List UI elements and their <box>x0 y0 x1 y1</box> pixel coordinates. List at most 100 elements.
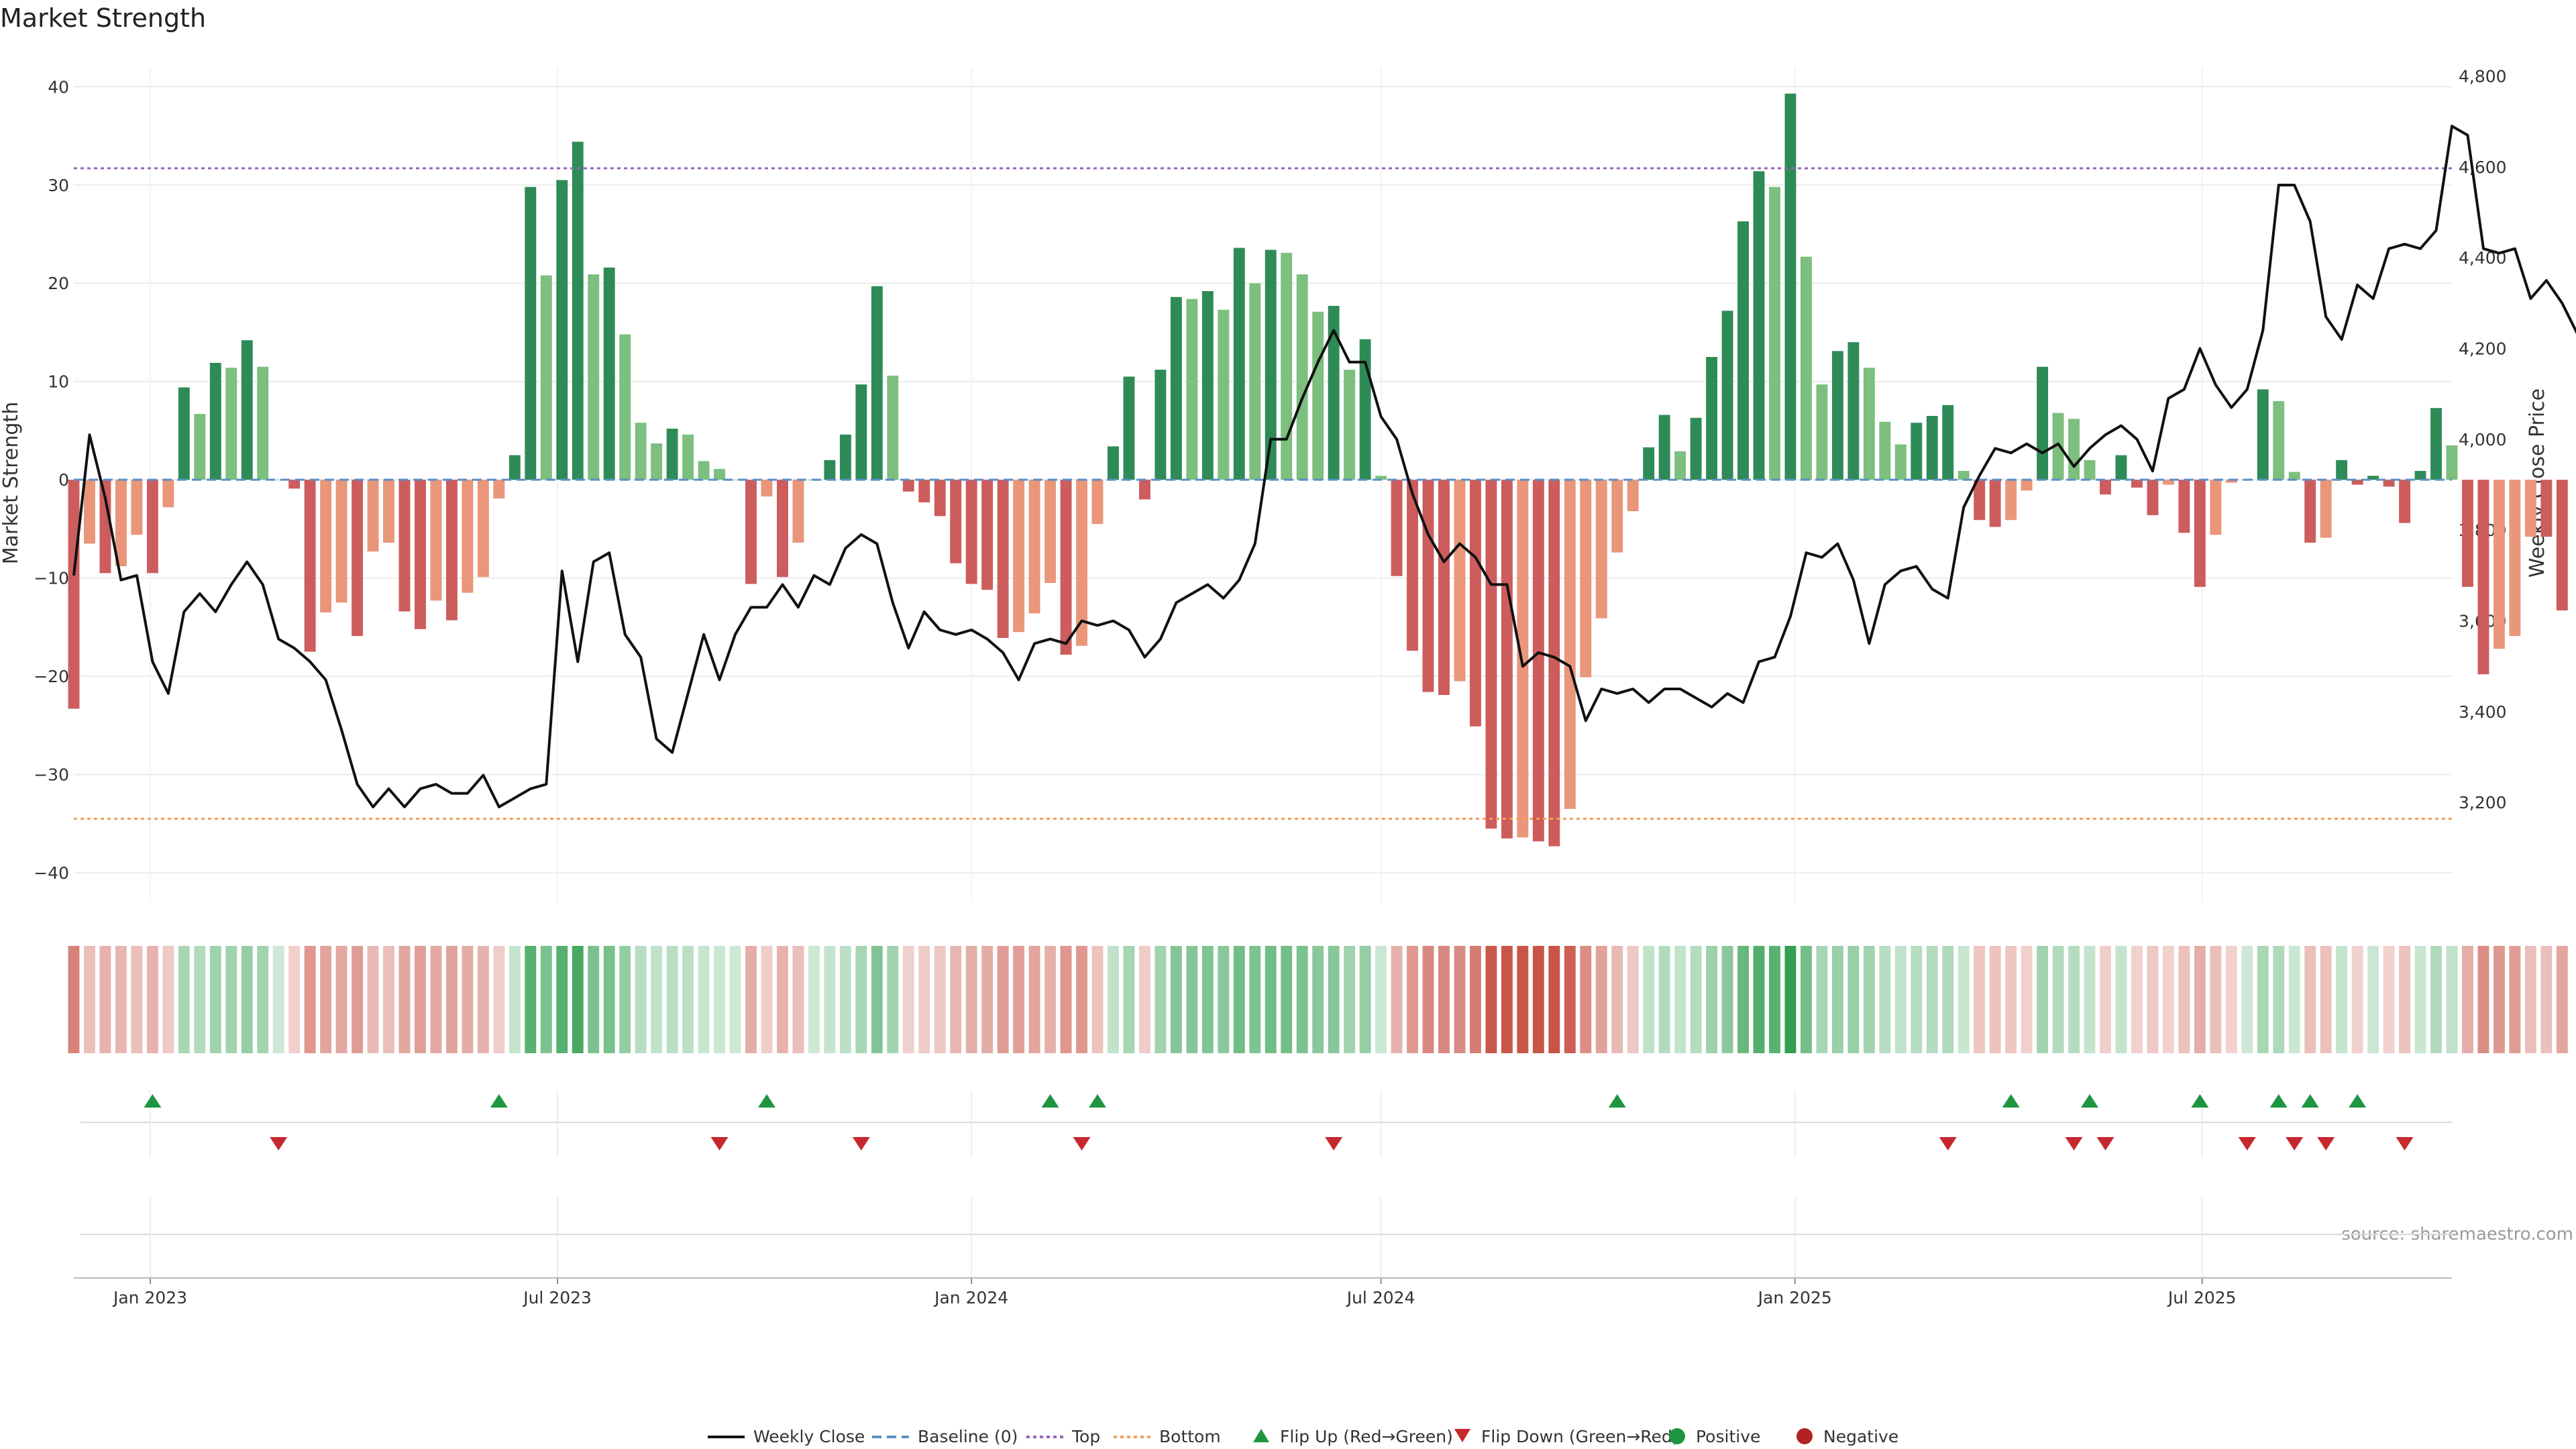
strength-bar <box>1721 311 1733 480</box>
strength-bar <box>2052 413 2064 480</box>
strength-bar <box>367 480 379 552</box>
legend-swatch-flip-down <box>1454 1429 1470 1442</box>
heat-cell <box>887 946 899 1053</box>
strength-bar <box>398 480 411 612</box>
heat-cell <box>698 946 710 1053</box>
heat-cell <box>146 946 158 1053</box>
heat-strip <box>68 946 2568 1053</box>
heat-cell <box>2540 946 2553 1053</box>
heat-cell <box>729 946 741 1053</box>
strength-bar <box>2351 480 2363 485</box>
heat-cell <box>2115 946 2127 1053</box>
strength-bar <box>1658 415 1670 480</box>
heat-cell <box>965 946 977 1053</box>
strength-bar <box>352 480 364 637</box>
strength-bar <box>1359 339 1371 480</box>
heat-cell <box>84 946 95 1053</box>
heat-cell <box>415 946 426 1053</box>
strength-bar <box>1407 480 1418 651</box>
flip-up-marker <box>2191 1094 2209 1108</box>
heat-cell <box>1643 946 1655 1053</box>
heat-cell <box>2194 946 2206 1053</box>
strength-bar <box>2336 460 2348 480</box>
heat-cell <box>556 946 568 1053</box>
strength-bar <box>997 480 1009 638</box>
heat-cell <box>1359 946 1371 1053</box>
heat-cell <box>477 946 489 1053</box>
heat-cell <box>367 946 379 1053</box>
heat-cell <box>1328 946 1340 1053</box>
strength-bar <box>1170 297 1182 480</box>
strength-bar <box>1091 480 1104 525</box>
heat-cell <box>1344 946 1356 1053</box>
strength-bar <box>2178 480 2190 533</box>
heat-cell <box>1170 946 1182 1053</box>
heat-cell <box>2320 946 2332 1053</box>
strength-bar <box>1123 376 1135 480</box>
strength-bar <box>1296 274 1308 480</box>
flip-down-marker <box>270 1137 288 1150</box>
strength-bar <box>162 480 174 508</box>
heat-cell <box>1296 946 1308 1053</box>
heat-cell <box>2509 946 2521 1053</box>
heat-cell <box>902 946 914 1053</box>
y-tick-label-left: −20 <box>34 667 69 686</box>
strength-bar <box>462 480 474 593</box>
flip-down-marker <box>2238 1137 2256 1150</box>
heat-cell <box>572 946 584 1053</box>
strength-bar <box>777 480 788 578</box>
heat-cell <box>1706 946 1718 1053</box>
y-tick-label-right: 4,400 <box>2459 248 2507 268</box>
heat-cell <box>1391 946 1403 1053</box>
strength-bar <box>887 375 899 480</box>
strength-bar <box>1863 368 1875 480</box>
heat-cell <box>1060 946 1072 1053</box>
strength-bar <box>839 434 851 480</box>
heat-cell <box>1123 946 1135 1053</box>
strength-bar <box>1013 480 1025 633</box>
strength-bar <box>2037 366 2049 480</box>
heat-cell <box>320 946 332 1053</box>
heat-cell <box>2336 946 2348 1053</box>
strength-bar <box>1879 421 1891 480</box>
strength-bar <box>1281 252 1293 480</box>
strength-bar <box>2446 445 2458 480</box>
y-tick-label-left: 0 <box>58 470 69 490</box>
y-tick-label-right: 4,000 <box>2459 430 2507 449</box>
flip-up-marker <box>2002 1094 2020 1108</box>
x-tick-label: Jan 2024 <box>933 1288 1008 1307</box>
heat-cell <box>304 946 316 1053</box>
heat-cell <box>2273 946 2285 1053</box>
heat-cell <box>2037 946 2049 1053</box>
strength-bar <box>2430 408 2442 480</box>
flip-up-marker <box>2301 1094 2319 1108</box>
strength-bar <box>194 414 206 480</box>
strength-bar <box>981 480 994 590</box>
heat-cell <box>257 946 269 1053</box>
y-tick-label-right: 4,200 <box>2459 339 2507 359</box>
heat-cell <box>588 946 600 1053</box>
heat-cell <box>777 946 788 1053</box>
strength-bar <box>651 443 663 480</box>
heat-cell <box>997 946 1009 1053</box>
flip-markers-panel <box>80 1090 2452 1157</box>
heat-cell <box>1218 946 1230 1053</box>
strength-bar <box>2257 389 2269 480</box>
strength-bar <box>1375 476 1387 480</box>
strength-bar <box>508 455 521 480</box>
heat-cell <box>603 946 615 1053</box>
strength-bar <box>1894 444 1907 480</box>
heat-cell <box>1784 946 1796 1053</box>
flip-up-marker <box>757 1094 775 1108</box>
heat-cell <box>445 946 458 1053</box>
heat-cell <box>272 946 284 1053</box>
heat-cell <box>1013 946 1025 1053</box>
heat-cell <box>383 946 394 1053</box>
strength-bar <box>1265 250 1277 480</box>
strength-bar <box>2288 472 2300 480</box>
strength-bar <box>792 480 804 543</box>
heat-cell <box>2178 946 2190 1053</box>
heat-cell <box>1044 946 1057 1053</box>
strength-bar <box>950 480 962 564</box>
strength-bar <box>1564 480 1576 809</box>
